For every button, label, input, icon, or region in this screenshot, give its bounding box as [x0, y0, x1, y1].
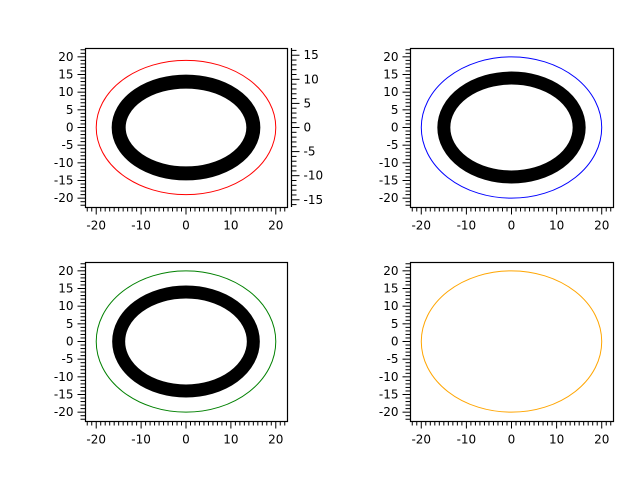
secondary-y-tick-label: 0 — [304, 121, 312, 135]
y-tick-label: 0 — [391, 121, 399, 135]
y-tick-label: 5 — [391, 103, 399, 117]
y-tick-label: -10 — [54, 370, 74, 384]
secondary-y-axis: 15 10 5 0 -5 -10 -15 — [290, 48, 324, 207]
y-tick-label: 10 — [58, 85, 73, 99]
plot-panel-top-right: -20 -10 0 10 20 20 15 10 5 0 -5 -10 -15 -20 — [355, 38, 625, 241]
x-axis: -20 -10 0 10 20 — [411, 421, 612, 447]
x-tick-label: 0 — [182, 433, 190, 447]
y-tick-label: -10 — [379, 156, 399, 170]
secondary-y-tick-label: 5 — [304, 96, 312, 110]
y-tick-label: 10 — [383, 299, 398, 313]
series-thick-ring — [437, 71, 586, 184]
x-tick-label: 10 — [549, 433, 564, 447]
y-tick-label: -20 — [54, 405, 74, 419]
y-tick-label: 20 — [58, 264, 73, 278]
x-tick-label: -20 — [86, 219, 106, 233]
y-axis: 20 15 10 5 0 -5 -10 -15 -20 — [379, 49, 411, 206]
x-tick-label: -10 — [131, 219, 151, 233]
y-tick-label: 15 — [58, 68, 73, 82]
plot-panel-bottom-right: -20 -10 0 10 20 20 15 10 5 0 -5 -10 -15 -20 — [355, 252, 625, 455]
y-tick-label: 0 — [66, 335, 74, 349]
secondary-y-tick-label: -5 — [304, 145, 316, 159]
y-axis: 20 15 10 5 0 -5 -10 -15 -20 — [54, 49, 86, 206]
y-tick-label: -5 — [62, 352, 74, 366]
x-tick-label: 10 — [223, 219, 238, 233]
y-axis: 20 15 10 5 0 -5 -10 -15 -20 — [54, 263, 86, 420]
secondary-y-tick-label: 15 — [304, 48, 319, 62]
x-tick-label: -10 — [457, 219, 477, 233]
y-tick-label: -20 — [379, 191, 399, 205]
y-tick-label: 5 — [66, 317, 74, 331]
y-tick-label: -10 — [54, 156, 74, 170]
plot-panel-bottom-left: -20 -10 0 10 20 20 15 10 5 0 -5 -10 -15 -20 — [30, 252, 299, 455]
y-tick-label: 5 — [391, 317, 399, 331]
y-tick-label: 20 — [383, 50, 398, 64]
series-thin-ellipse — [95, 59, 277, 196]
y-tick-label: 15 — [383, 68, 398, 82]
y-tick-label: 0 — [391, 335, 399, 349]
x-tick-label: -10 — [131, 433, 151, 447]
data-layer — [420, 270, 603, 413]
x-tick-label: 10 — [549, 219, 564, 233]
x-tick-label: 20 — [268, 219, 283, 233]
secondary-y-tick-label: -15 — [304, 193, 324, 207]
x-tick-label: 0 — [508, 433, 516, 447]
x-tick-label: -20 — [411, 219, 431, 233]
data-layer — [95, 270, 277, 413]
x-axis: -20 -10 0 10 20 — [86, 421, 286, 447]
series-thick-ring — [112, 285, 260, 398]
y-tick-label: -5 — [62, 138, 74, 152]
x-tick-label: 10 — [223, 433, 238, 447]
x-axis: -20 -10 0 10 20 — [411, 207, 612, 233]
y-tick-label: -10 — [379, 370, 399, 384]
series-thick-ring — [111, 74, 261, 181]
y-tick-label: -5 — [387, 138, 399, 152]
x-tick-label: 20 — [594, 219, 609, 233]
y-tick-label: 5 — [66, 103, 74, 117]
y-tick-label: 0 — [66, 121, 74, 135]
y-tick-label: -20 — [54, 191, 74, 205]
x-tick-label: -10 — [457, 433, 477, 447]
y-tick-label: -20 — [379, 405, 399, 419]
y-tick-label: -15 — [379, 388, 399, 402]
secondary-y-tick-label: -10 — [304, 169, 324, 183]
y-tick-label: -15 — [54, 388, 74, 402]
data-layer — [95, 59, 277, 196]
series-thin-ellipse — [95, 270, 277, 413]
y-tick-label: -15 — [54, 174, 74, 188]
y-tick-label: 10 — [383, 85, 398, 99]
y-axis: 20 15 10 5 0 -5 -10 -15 -20 — [379, 263, 411, 420]
x-tick-label: -20 — [411, 433, 431, 447]
x-axis: -20 -10 0 10 20 — [86, 207, 286, 233]
y-tick-label: 15 — [383, 282, 398, 296]
y-tick-label: -15 — [379, 174, 399, 188]
plot-panel-top-left: -20 -10 0 10 20 20 15 10 5 0 -5 -10 -15 -20 15 10 5 0 -5 -1… — [30, 38, 342, 241]
x-tick-label: 20 — [268, 433, 283, 447]
series-thin-ellipse — [420, 56, 603, 199]
x-tick-label: -20 — [86, 433, 106, 447]
data-layer — [420, 56, 603, 199]
y-tick-label: -5 — [387, 352, 399, 366]
y-tick-label: 10 — [58, 299, 73, 313]
y-tick-label: 20 — [58, 50, 73, 64]
y-tick-label: 20 — [383, 264, 398, 278]
x-tick-label: 0 — [182, 219, 190, 233]
series-thin-ellipse — [420, 270, 603, 413]
y-tick-label: 15 — [58, 282, 73, 296]
x-tick-label: 20 — [594, 433, 609, 447]
secondary-y-tick-label: 10 — [304, 72, 319, 86]
x-tick-label: 0 — [508, 219, 516, 233]
